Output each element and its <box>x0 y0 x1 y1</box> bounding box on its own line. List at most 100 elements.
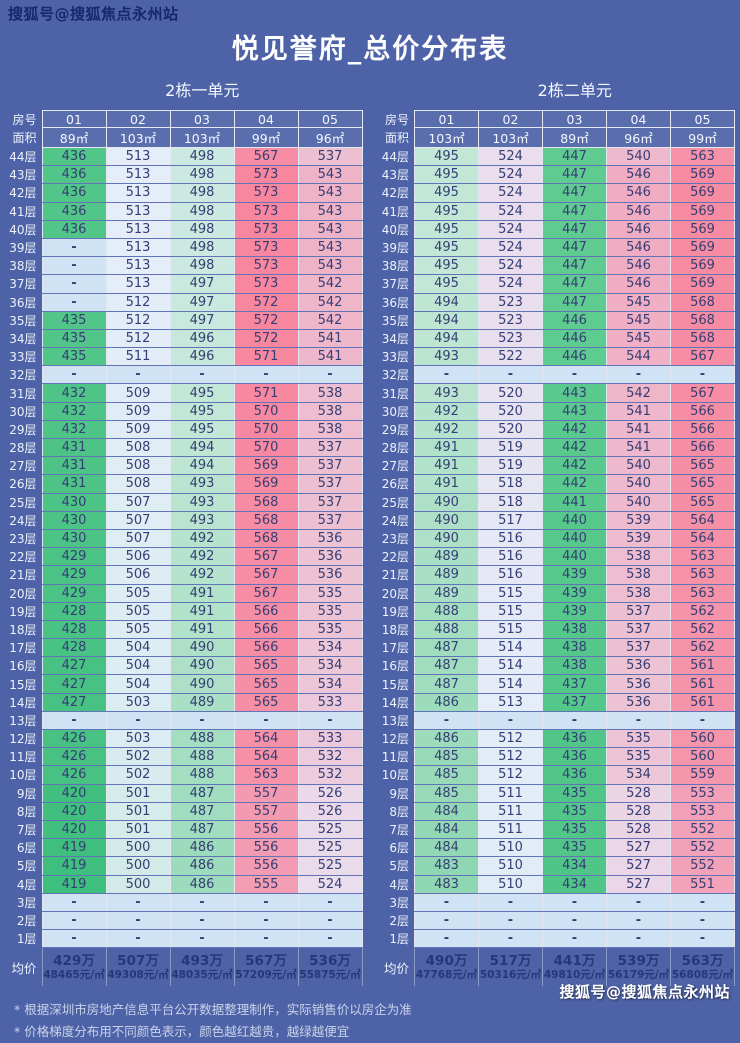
price-cell: 519 <box>478 456 543 476</box>
price-cell: 534 <box>297 674 363 694</box>
price-cell: 541 <box>606 437 671 458</box>
price-cell: 518 <box>478 492 543 512</box>
room-number-cell: 03 <box>169 110 235 128</box>
price-cell: - <box>169 929 235 949</box>
price-cell: 513 <box>478 692 543 712</box>
price-cell: 486 <box>169 838 235 858</box>
floor-label: 30层 <box>381 404 409 419</box>
price-cell: 573 <box>233 201 299 221</box>
average-price-wan: 517万 <box>489 953 532 970</box>
tables-container: 2栋一单元 房号 01 02 03 04 05 面积 89㎡ 103㎡ 103㎡ 99㎡ 96㎡ 44层… <box>0 77 740 987</box>
price-cell: 556 <box>233 856 299 876</box>
floor-label: 38层 <box>381 259 409 274</box>
price-cell: 512 <box>478 747 543 767</box>
price-cell: 525 <box>297 856 363 876</box>
floor-label: 25层 <box>9 495 37 510</box>
floor-row: 38层 495 524 447 546 569 <box>381 256 735 276</box>
price-cell: - <box>41 710 107 731</box>
price-cell: 541 <box>297 328 363 349</box>
price-cell: 489 <box>169 692 235 712</box>
price-cell: 555 <box>233 874 299 894</box>
floor-label: 21层 <box>381 568 409 583</box>
price-cell: 491 <box>169 619 235 640</box>
price-cell: 515 <box>478 583 543 603</box>
price-cell: - <box>542 892 607 912</box>
unit-2-title: 2栋二单元 <box>537 81 612 100</box>
unit-2-section: 2栋二单元 房号 01 02 03 04 05 面积 103㎡ 103㎡ 89㎡ 96㎡ 99㎡ 44层… <box>381 77 735 987</box>
floor-label: 20层 <box>381 586 409 601</box>
price-cell: 514 <box>478 638 543 658</box>
price-cell: 570 <box>233 437 299 458</box>
price-cell: 495 <box>414 256 479 276</box>
price-cell: 494 <box>414 310 479 330</box>
floor-row: 23层 430 507 492 568 536 <box>8 528 363 549</box>
floor-label: 12层 <box>9 732 37 747</box>
price-cell: 512 <box>105 328 171 349</box>
price-cell: 431 <box>41 456 107 476</box>
floor-row: 37层 495 524 447 546 569 <box>381 274 735 294</box>
floor-label: 29层 <box>9 422 37 437</box>
average-price-wan: 567万 <box>245 953 287 970</box>
price-cell: 524 <box>478 256 543 276</box>
price-cell: 441 <box>542 492 607 512</box>
price-cell: 420 <box>41 819 107 840</box>
average-price-cell: 429万 48465元/㎡ <box>41 947 107 987</box>
floor-row: 32层 - - - - - <box>8 365 363 385</box>
price-cell: 542 <box>606 383 671 403</box>
floor-label: 8层 <box>16 804 37 819</box>
floor-label: 18层 <box>9 622 37 637</box>
price-cell: 573 <box>233 237 299 258</box>
price-cell: 493 <box>169 492 235 512</box>
floor-label: 40层 <box>381 222 409 237</box>
price-cell: - <box>297 365 363 385</box>
floor-label: 25层 <box>381 495 409 510</box>
price-cell: 485 <box>414 765 479 785</box>
price-cell: 536 <box>297 547 363 567</box>
price-cell: 509 <box>105 401 171 421</box>
floor-row: 35层 435 512 497 572 542 <box>8 310 363 330</box>
average-price-wan: 429万 <box>53 953 95 970</box>
price-cell: 533 <box>297 728 363 749</box>
floor-label: 5层 <box>16 859 37 874</box>
price-cell: 447 <box>542 201 607 221</box>
floor-label: 39层 <box>381 241 409 256</box>
floor-row: 34层 494 523 446 545 568 <box>381 328 735 349</box>
price-cell: 566 <box>670 419 735 440</box>
price-cell: 566 <box>233 638 299 658</box>
price-cell: 489 <box>414 565 479 585</box>
price-cell: 543 <box>297 256 363 276</box>
floor-row: 8层 484 511 435 528 553 <box>381 801 735 821</box>
room-number-cell: 01 <box>414 110 479 128</box>
price-cell: - <box>41 256 107 276</box>
price-cell: 486 <box>414 728 479 749</box>
price-cell: - <box>606 710 671 731</box>
price-cell: 525 <box>297 838 363 858</box>
floor-label: 4层 <box>389 877 409 892</box>
floor-row: 22层 429 506 492 567 536 <box>8 547 363 567</box>
price-cell: 495 <box>414 274 479 294</box>
price-cell: - <box>542 365 607 385</box>
floor-label: 19层 <box>9 604 37 619</box>
floor-label: 32层 <box>381 368 409 383</box>
price-cell: 436 <box>542 747 607 767</box>
price-cell: 569 <box>670 183 735 203</box>
price-cell: 541 <box>297 347 363 367</box>
price-cell: 572 <box>233 310 299 330</box>
price-cell: 537 <box>297 510 363 530</box>
floor-label: 30层 <box>9 404 37 419</box>
floor-row: 28层 431 508 494 570 537 <box>8 437 363 458</box>
price-cell: 493 <box>414 383 479 403</box>
price-cell: 536 <box>606 656 671 676</box>
price-cell: 420 <box>41 801 107 821</box>
price-cell: - <box>233 365 299 385</box>
price-cell: 569 <box>670 274 735 294</box>
floor-row: 41层 436 513 498 573 543 <box>8 201 363 221</box>
price-cell: 546 <box>606 256 671 276</box>
price-cell: 527 <box>606 838 671 858</box>
price-cell: 557 <box>233 783 299 803</box>
average-price-cell: 441万 49810元/㎡ <box>542 947 607 987</box>
price-cell: 439 <box>542 601 607 621</box>
average-price-wan: 507万 <box>117 953 159 970</box>
floor-row: 28层 491 519 442 541 566 <box>381 437 735 458</box>
price-cell: 498 <box>169 183 235 203</box>
